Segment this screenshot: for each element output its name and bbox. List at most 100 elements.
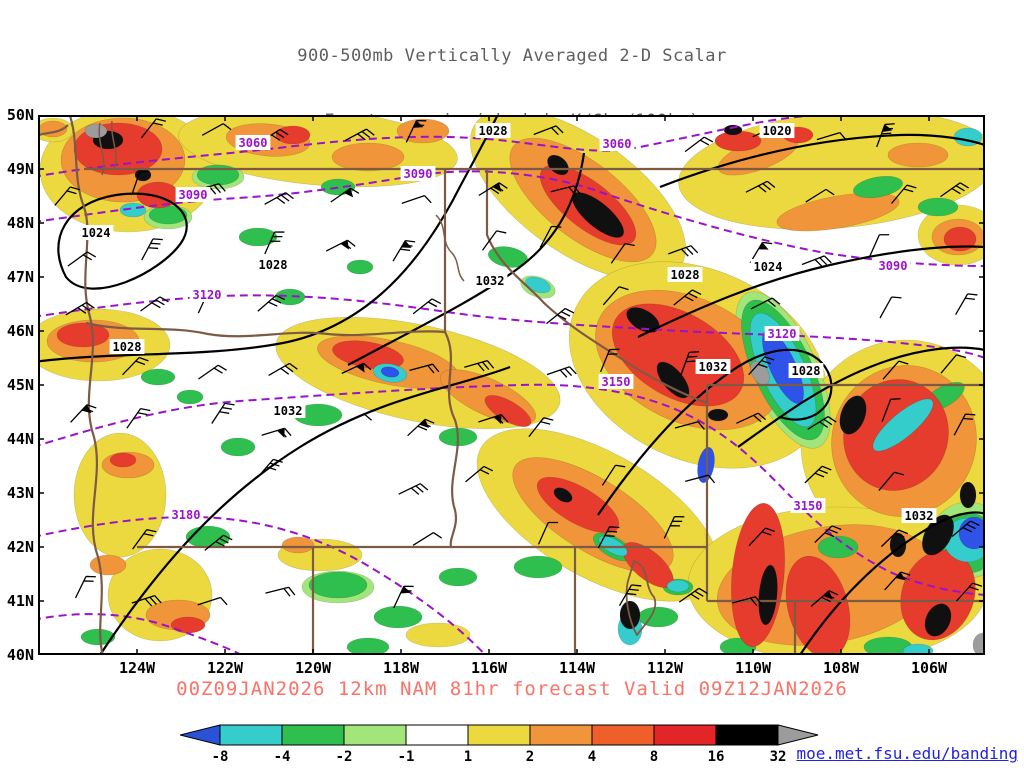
svg-text:1032: 1032: [476, 274, 505, 288]
svg-text:1032: 1032: [905, 509, 934, 523]
wind-barb: [140, 118, 166, 139]
svg-text:3060: 3060: [239, 136, 268, 150]
lat-label: 50N: [6, 106, 34, 124]
wind-barb: [599, 348, 620, 373]
wind-barb: [141, 238, 163, 261]
wind-barb: [478, 182, 508, 197]
wind-barb: [342, 413, 373, 425]
lat-label: 42N: [6, 538, 34, 556]
wind-barb: [685, 474, 716, 484]
svg-text:3090: 3090: [179, 188, 208, 202]
wind-barb: [70, 404, 97, 423]
lon-label: 124W: [118, 659, 156, 677]
wind-barb: [881, 398, 901, 422]
lon-label: 108W: [822, 659, 860, 677]
wind-barbs-layer: [54, 118, 983, 609]
wind-barb: [732, 596, 763, 607]
svg-text:1028: 1028: [259, 258, 288, 272]
svg-text:3060: 3060: [603, 137, 632, 151]
colorbar-tick-label: -2: [336, 749, 353, 765]
lon-label: 118W: [382, 659, 420, 677]
lat-label: 44N: [6, 430, 34, 448]
forecast-caption: 00Z09JAN2026 12km NAM 81hr forecast Vali…: [176, 678, 848, 700]
wind-barb: [265, 586, 296, 597]
wind-barb: [951, 520, 980, 537]
wind-barb: [201, 123, 232, 136]
wind-barb: [810, 590, 839, 607]
geography-borders: [38, 115, 985, 655]
svg-text:3120: 3120: [193, 288, 222, 302]
wind-barb: [330, 187, 360, 203]
wind-barb: [140, 296, 169, 312]
wind-barb: [126, 408, 151, 429]
svg-text:1028: 1028: [792, 364, 821, 378]
wind-barb: [597, 526, 620, 549]
wind-barb: [398, 483, 429, 495]
lat-label: 43N: [6, 484, 34, 502]
wind-barb: [953, 413, 976, 436]
wind-barb: [879, 296, 902, 319]
colorbar-tick-label: 4: [588, 749, 596, 765]
map-canvas: 1024 1028 1020 1028 1028 1032 1028 1024 1032 1032…: [38, 115, 985, 655]
wind-barb: [257, 294, 286, 312]
wind-barb: [546, 366, 577, 378]
lon-label: 122W: [206, 659, 244, 677]
wind-barb: [736, 412, 767, 424]
wind-barb: [464, 360, 495, 372]
svg-text:3180: 3180: [172, 508, 201, 522]
wind-barb: [745, 180, 776, 193]
colorbar-tick-label: -8: [212, 749, 229, 765]
wind-barb: [204, 534, 233, 551]
wind-barb: [869, 234, 890, 257]
wind-barb: [878, 471, 904, 492]
wind-barb: [131, 170, 150, 196]
wind-barb: [940, 354, 967, 374]
wind-barb: [392, 239, 416, 262]
wind-barb: [131, 594, 162, 607]
wind-barb: [74, 575, 96, 599]
lon-label: 116W: [470, 659, 508, 677]
lat-label: 49N: [6, 160, 34, 178]
shading-layer: [38, 115, 985, 655]
svg-text:3150: 3150: [794, 499, 823, 513]
wind-barb: [341, 362, 372, 374]
wind-barb: [663, 515, 685, 539]
wind-barb: [325, 239, 356, 252]
wind-barb: [602, 286, 629, 306]
colorbar-tick-label: 1: [464, 749, 472, 765]
wind-barb: [478, 413, 509, 425]
wind-barb: [668, 245, 699, 257]
wind-barb: [673, 289, 702, 306]
credit-link[interactable]: moe.met.fsu.edu/banding: [796, 744, 1018, 763]
wind-barb: [884, 571, 911, 591]
wind-barb: [955, 293, 978, 316]
colorbar-tick-label: 16: [708, 749, 725, 765]
wind-barb: [805, 188, 835, 203]
wind-barb: [401, 194, 432, 205]
wind-barb: [393, 585, 414, 609]
wind-barb: [264, 231, 285, 255]
wind-barb: [550, 185, 581, 196]
wind-barb: [264, 192, 294, 205]
lon-label: 120W: [294, 659, 332, 677]
wind-barb: [816, 131, 847, 141]
wind-barb: [750, 297, 781, 310]
wind-barb: [876, 123, 895, 148]
mslp-contours: [38, 115, 985, 655]
lon-label: 106W: [910, 659, 948, 677]
wind-barb: [880, 529, 909, 548]
colorbar: -8 -4 -2 -1 1 2 4 8 16 32: [180, 724, 819, 765]
svg-text:1028: 1028: [479, 124, 508, 138]
wind-barb: [882, 360, 909, 380]
svg-text:1028: 1028: [671, 268, 700, 282]
wind-barb: [122, 356, 149, 376]
svg-text:1024: 1024: [754, 260, 783, 274]
wind-barb: [940, 182, 969, 198]
wind-barb: [344, 128, 375, 141]
wind-barb: [65, 301, 95, 316]
lat-label: 47N: [6, 268, 34, 286]
wind-barb: [481, 230, 507, 251]
wind-barb: [684, 136, 714, 153]
lat-label: 46N: [6, 322, 34, 340]
